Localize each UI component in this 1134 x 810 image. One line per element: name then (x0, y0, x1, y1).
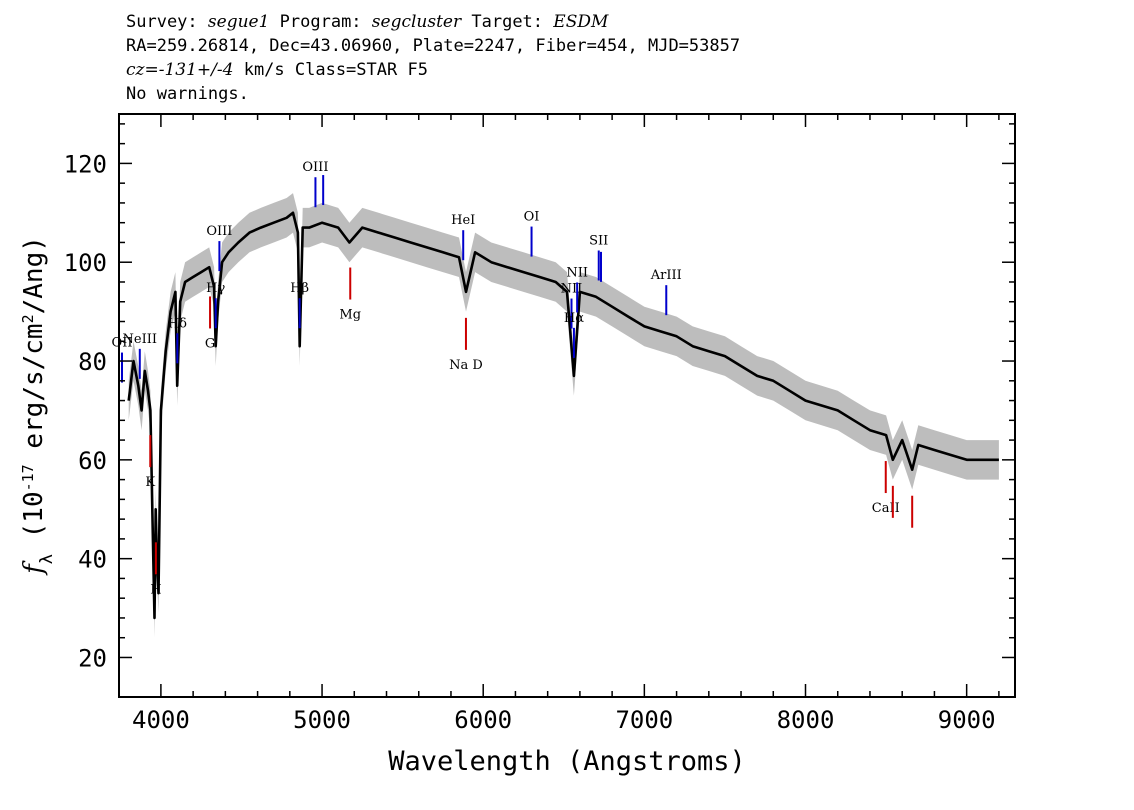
y-tick-label: 40 (78, 546, 107, 574)
target-value: ESDM (553, 12, 609, 32)
line-marker-label: Hα (564, 311, 584, 326)
cz-label: cz= (126, 60, 159, 80)
y-tick-label: 20 (78, 644, 107, 672)
line-marker-label: OIII (206, 224, 232, 239)
axis-ticks (119, 114, 1015, 697)
x-tick-label: 5000 (293, 706, 351, 734)
class-text: km/s Class=STAR F5 (233, 60, 428, 80)
survey-label: Survey: (126, 12, 198, 32)
line-marker-label: OI (524, 210, 540, 225)
program-value: segcluster (371, 12, 462, 32)
line-marker-label: HeI (451, 213, 475, 228)
line-marker-label: Mg (339, 308, 361, 323)
target-label: Target: (471, 12, 544, 32)
line-marker-label: SII (589, 233, 608, 248)
x-tick-label: 9000 (938, 706, 996, 734)
x-tick-label: 6000 (454, 706, 512, 734)
line-marker-label: Hγ (206, 281, 225, 296)
line-marker-label: K (145, 475, 155, 490)
line-marker-label: NII (566, 265, 588, 280)
y-axis-label: fλ (10-17 erg/s/cm2/Ang) (19, 236, 57, 576)
x-axis-label: Wavelength (Angstroms) (388, 746, 746, 777)
line-marker-label: H (150, 582, 161, 597)
line-marker-label: ArIII (650, 268, 682, 283)
x-tick-label: 4000 (132, 706, 190, 734)
y-tick-label: 120 (64, 150, 107, 178)
line-marker-label: NII (561, 282, 583, 297)
line-marker-label: G (205, 336, 215, 351)
y-tick-label: 100 (64, 249, 107, 277)
error-band (128, 193, 999, 638)
flux-layer (127, 211, 999, 620)
header-line-3: cz=-131+/-4 km/s Class=STAR F5 (126, 58, 740, 82)
line-marker-label: Hδ (168, 316, 187, 331)
header-line-1: Survey: segue1 Program: segcluster Targe… (126, 10, 740, 34)
axis-tick-labels: 4000 5000 6000 7000 8000 9000 20 40 60 80 100 120 (64, 150, 996, 734)
x-tick-label: 7000 (615, 706, 673, 734)
cz-value: -131+/-4 (158, 60, 234, 80)
line-marker-label: Na D (449, 358, 483, 373)
y-axis-label-text: fλ (10-17 erg/s/cm2/Ang) (19, 236, 57, 576)
program-label: Program: (279, 12, 362, 32)
flux-line (127, 211, 999, 620)
error-band-layer (128, 193, 999, 638)
warnings-text: No warnings. (126, 84, 249, 104)
line-marker-label: OII (112, 336, 133, 351)
y-tick-label: 80 (78, 348, 107, 376)
plot-frame (118, 113, 1016, 698)
line-marker-label: NeIII (123, 332, 157, 347)
y-tick-label: 60 (78, 447, 107, 475)
spectrum-header: Survey: segue1 Program: segcluster Targe… (126, 10, 740, 106)
survey-value: segue1 (207, 12, 270, 32)
line-marker-label: CaII (872, 501, 900, 516)
line-marker-label: Hβ (290, 281, 309, 296)
header-line-2: RA=259.26814, Dec=43.06960, Plate=2247, … (126, 36, 741, 56)
x-tick-label: 8000 (777, 706, 835, 734)
line-marker-label: OIII (302, 160, 328, 175)
